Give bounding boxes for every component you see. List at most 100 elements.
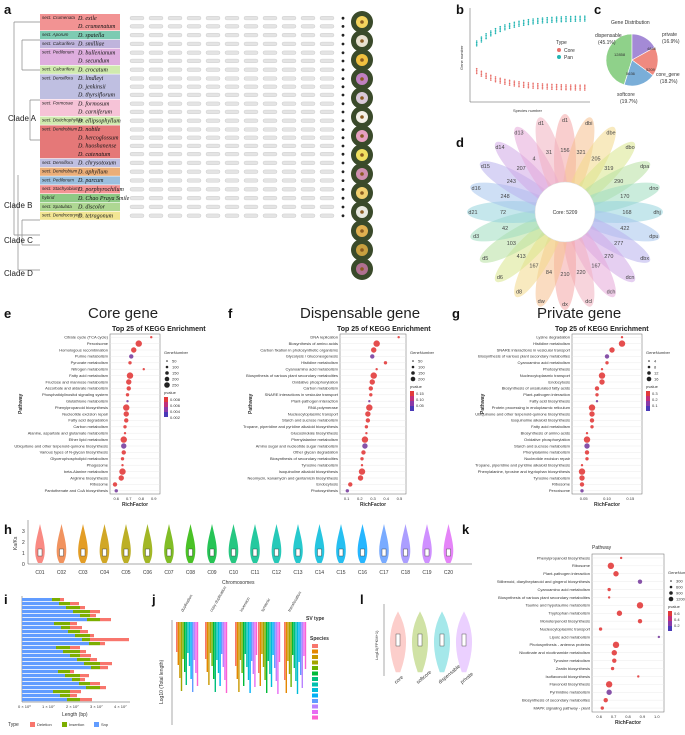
species-label: D. secundum	[77, 59, 110, 65]
k-pathway-label: Tryptophan metabolism	[548, 611, 590, 616]
violin-shape	[400, 524, 411, 563]
snp-bar	[22, 642, 89, 646]
synteny-block	[148, 101, 164, 106]
section-label: sect. Spatulata	[42, 204, 72, 209]
species-label: D. smilliae	[77, 42, 105, 48]
synteny-block	[243, 143, 259, 148]
core-point	[584, 89, 586, 91]
sv-bar	[184, 622, 186, 672]
e-dot	[142, 368, 145, 371]
violin-shape	[443, 524, 454, 563]
synteny-block	[186, 58, 202, 63]
g-pathway-label: Cyanoamino acid metabolism	[518, 360, 571, 365]
g-dot	[585, 457, 589, 461]
f-ylabel: Pathway	[248, 393, 254, 414]
section-label: sect. Dendrobium	[42, 126, 78, 131]
synteny-block	[148, 196, 164, 201]
snp-bar	[22, 674, 65, 678]
f-dot	[357, 475, 364, 481]
pan-point	[490, 30, 492, 32]
core-point	[527, 86, 530, 89]
core-point	[569, 88, 572, 91]
pan-point	[499, 27, 502, 30]
pan-point	[579, 17, 581, 19]
violin-box	[461, 633, 467, 647]
snp-bar	[22, 618, 87, 622]
synteny-block	[262, 127, 278, 132]
synteny-block	[243, 187, 259, 192]
pan-point	[480, 36, 483, 38]
g-dot	[595, 393, 599, 397]
core-point	[541, 83, 544, 85]
k-legend-color-swatch	[668, 611, 672, 616]
violin-box	[424, 548, 430, 557]
g-pathway-label: Nucleotide excision repair	[524, 456, 570, 461]
venn-petal-value: 290	[614, 179, 623, 185]
k-legend-size-label: 900	[676, 591, 683, 596]
f-legend-size-title: GeneNumber	[410, 350, 435, 355]
species-label: D. jenkinsii	[77, 84, 106, 90]
h-chrom-label: C10	[229, 570, 238, 576]
snp-bar	[22, 634, 75, 638]
pan-point	[527, 20, 530, 23]
clade-c-label: Clade C	[4, 236, 33, 245]
violin-shape	[78, 524, 88, 563]
deletion-bar	[70, 646, 80, 650]
species-dot	[341, 42, 345, 46]
species-dot	[341, 85, 345, 89]
snp-bar	[22, 610, 73, 614]
pie-core-pct: (18.2%)	[660, 79, 678, 85]
section-band	[40, 48, 120, 65]
synteny-block	[148, 33, 164, 38]
synteny-block	[148, 169, 164, 174]
synteny-block	[186, 24, 202, 29]
sv-bar	[278, 622, 281, 662]
deletion-bar	[90, 610, 100, 614]
snp-bar	[22, 658, 77, 662]
synteny-block	[243, 135, 259, 140]
synteny-block	[243, 16, 259, 21]
insertion-bar	[75, 634, 90, 638]
species-swatch	[312, 704, 318, 709]
g-legend-color-swatch	[646, 396, 650, 401]
section-band	[40, 74, 120, 99]
section-band	[40, 39, 120, 48]
section-band	[40, 99, 120, 116]
e-legend-size-label: 50	[172, 359, 177, 364]
g-pathway-label: Protein processing in endoplasmic reticu…	[492, 405, 571, 410]
sv-bar	[213, 622, 215, 679]
venn-petal-value: 167	[591, 264, 600, 270]
synteny-block	[300, 160, 316, 165]
deletion-bar	[80, 674, 89, 678]
synteny-block	[224, 169, 240, 174]
species-label: D. thyrsiflorum	[77, 92, 116, 99]
flower-center-icon	[360, 39, 364, 43]
legend-core: Core	[564, 48, 575, 54]
sv-bar	[180, 622, 183, 691]
synteny-block	[129, 178, 145, 183]
sv-bar	[293, 622, 295, 668]
core-point	[504, 80, 506, 82]
synteny-block	[319, 196, 335, 201]
f-pathway-label: Cyanoamino acid metabolism	[286, 367, 339, 372]
synteny-block	[281, 67, 297, 72]
g-pathway-label: Biosynthesis of amino acids	[521, 431, 570, 436]
insertion-bar	[91, 666, 100, 670]
synteny-block	[205, 178, 221, 183]
e-dot	[128, 361, 132, 365]
venn-petal-value: 103	[507, 241, 516, 247]
f-pathway-label: RNA polymerase	[308, 405, 339, 410]
synteny-block	[224, 76, 240, 81]
g-dot	[579, 475, 585, 481]
synteny-block	[281, 213, 297, 218]
synteny-block	[300, 204, 316, 209]
core-point	[537, 86, 539, 88]
section-band	[40, 194, 120, 203]
f-dot	[368, 400, 371, 403]
synteny-block	[224, 92, 240, 97]
legend-pan: Pan	[564, 55, 573, 61]
g-legend-size-label: 8	[654, 365, 657, 370]
section-band	[40, 125, 120, 159]
e-dot	[119, 468, 126, 475]
e-dot	[135, 340, 142, 347]
